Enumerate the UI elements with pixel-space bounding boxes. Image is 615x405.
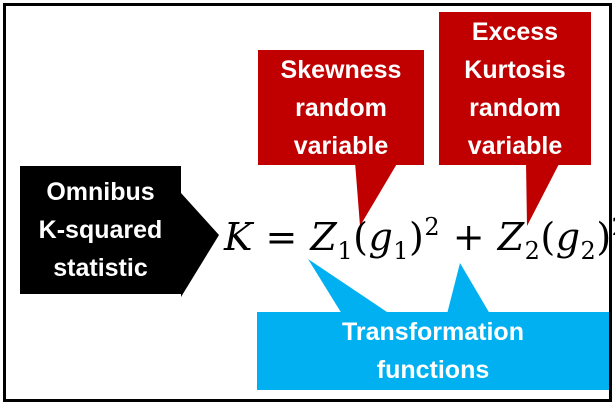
transform-pointer-z1 <box>308 259 390 314</box>
equation-lhs-k: K <box>224 215 253 259</box>
omnibus-line-2: K-squared <box>38 216 163 244</box>
equation-g1: g1 <box>368 215 409 263</box>
equation-power-2: 2 <box>612 213 615 241</box>
transform-line-1: Transformation <box>342 318 524 346</box>
equation-z2-symbol: Z <box>497 215 525 259</box>
equation-open-paren-2: ( <box>540 215 556 259</box>
transform-line-2: functions <box>376 356 490 384</box>
skewness-callout: Skewness random variable <box>258 50 424 165</box>
equation-g1-symbol: g <box>368 215 394 259</box>
equation-z2: Z2 <box>497 215 541 263</box>
equation-power-1: 2 <box>424 213 441 241</box>
omnibus-arrow-pointer <box>181 193 219 297</box>
transformation-functions-callout: Transformation functions <box>257 312 609 390</box>
kurtosis-line-4: variable <box>467 131 563 160</box>
kurtosis-line-3: random <box>469 93 561 122</box>
equation-plus: + <box>452 215 486 259</box>
equation-g1-subscript: 1 <box>393 237 410 265</box>
equation-close-paren-1: ) <box>409 215 425 259</box>
skewness-line-1: Skewness <box>280 55 402 84</box>
equation-equals: = <box>265 215 298 259</box>
equation-z1-symbol: Z <box>310 215 338 259</box>
omnibus-k-squared-label: Omnibus K-squared statistic <box>20 166 181 294</box>
omnibus-line-1: Omnibus <box>46 178 155 206</box>
excess-kurtosis-callout: Excess Kurtosis random variable <box>439 12 591 165</box>
kurtosis-pointer <box>526 162 560 226</box>
equation-close-paren-2: ) <box>596 215 612 259</box>
skewness-line-2: random <box>295 93 387 122</box>
equation-g2-subscript: 2 <box>580 237 597 265</box>
skewness-pointer <box>355 162 398 226</box>
k-squared-equation: K = Z1(g1)2 + Z2(g2)2 <box>224 207 615 267</box>
equation-z2-subscript: 2 <box>524 237 541 265</box>
kurtosis-line-2: Kurtosis <box>464 55 566 84</box>
equation-open-paren-1: ( <box>353 215 369 259</box>
kurtosis-line-1: Excess <box>471 17 559 46</box>
equation-g2-symbol: g <box>555 215 581 259</box>
equation-z1-subscript: 1 <box>337 237 354 265</box>
equation-z1: Z1 <box>310 215 353 263</box>
equation-g2: g2 <box>555 215 597 263</box>
omnibus-line-3: statistic <box>53 254 148 282</box>
skewness-line-3: variable <box>293 131 389 160</box>
transform-pointer-z2 <box>447 263 490 314</box>
